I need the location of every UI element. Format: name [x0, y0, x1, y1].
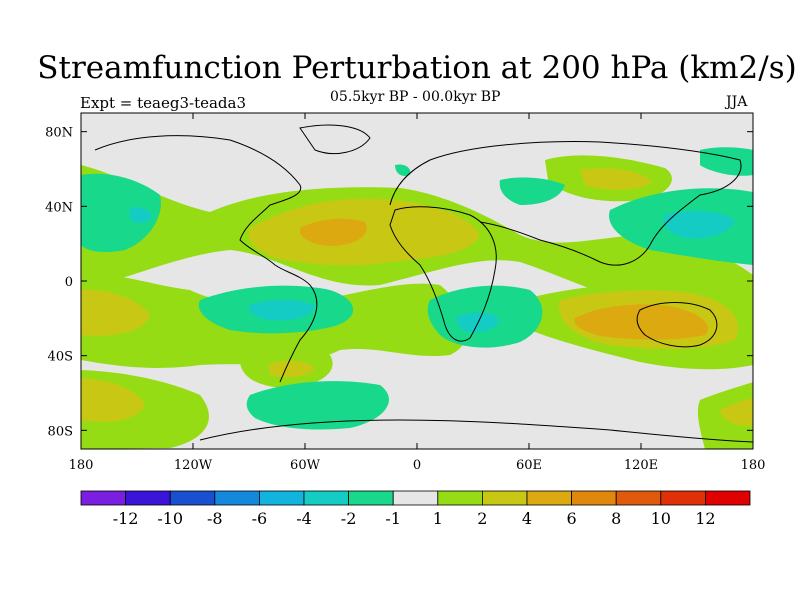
- contour-band: [720, 398, 753, 426]
- y-tick-label: 40S: [48, 350, 73, 365]
- contour-band: [663, 210, 735, 239]
- colorbar-label: 6: [567, 509, 577, 528]
- coastline-americas: [94, 135, 318, 383]
- colorbar-label: -8: [207, 509, 223, 528]
- colorbar-label: -12: [113, 509, 139, 528]
- x-tick-label: 120E: [624, 458, 658, 473]
- x-tick-label: 180: [741, 458, 766, 473]
- colorbar-label: 12: [695, 509, 715, 528]
- colorbar-swatch: [169, 490, 216, 506]
- contour-band: [580, 168, 652, 190]
- colorbar-label: -2: [341, 509, 357, 528]
- season-label: JJA: [726, 94, 748, 110]
- contour-band: [249, 299, 315, 321]
- x-tick-label: 60W: [290, 458, 321, 473]
- y-tick-label: 40N: [45, 200, 73, 215]
- contour-band: [130, 207, 152, 223]
- colorbar-swatch: [705, 490, 751, 506]
- contour-band: [268, 360, 315, 378]
- coastline-africa: [389, 206, 497, 342]
- colorbar-swatch: [125, 490, 171, 506]
- colorbar-swatch: [526, 490, 572, 506]
- coastlines: [94, 124, 753, 443]
- colorbar-label: 2: [477, 509, 487, 528]
- coastline-australia: [636, 302, 718, 348]
- contour-band: [81, 378, 145, 422]
- contour-band: [246, 381, 389, 430]
- colorbar-label: 10: [651, 509, 671, 528]
- contour-band: [81, 289, 150, 336]
- colorbar-swatch: [348, 490, 394, 506]
- colorbar-label: -1: [385, 509, 401, 528]
- experiment-label: Expt = teaeg3-teada3: [80, 94, 247, 112]
- colorbar-swatch: [80, 490, 126, 506]
- colorbar-swatch: [437, 490, 483, 506]
- colorbar-swatch: [392, 490, 439, 506]
- colorbar-swatch: [615, 490, 662, 506]
- colorbar-swatch: [214, 490, 260, 506]
- colorbar-swatch: [660, 490, 706, 506]
- colorbar-label: -6: [252, 509, 268, 528]
- y-tick-label: 0: [65, 275, 73, 290]
- coastline-antarctica: [199, 419, 753, 443]
- contour-band: [299, 218, 367, 246]
- contour-band: [455, 312, 500, 332]
- contour-band: [81, 173, 161, 253]
- colorbar-label: 1: [433, 509, 443, 528]
- colorbar-label: 4: [522, 509, 532, 528]
- plot-title: Streamfunction Perturbation at 200 hPa (…: [37, 50, 797, 86]
- coastline-greenland: [299, 124, 371, 155]
- colorbar-swatch: [303, 490, 349, 506]
- colorbar-label: -10: [157, 509, 183, 528]
- colorbar-label: -4: [296, 509, 312, 528]
- y-axis: 80N 40N 0 40S 80S: [45, 126, 753, 439]
- contour-band: [499, 177, 565, 205]
- plot-subtitle: 05.5kyr BP - 00.0kyr BP: [330, 89, 501, 105]
- x-tick-label: 0: [413, 458, 421, 473]
- colorbar-swatch: [481, 490, 528, 506]
- colorbar-label: 8: [611, 509, 621, 528]
- contour-band: [395, 164, 411, 176]
- x-tick-label: 60E: [516, 458, 542, 473]
- x-axis: 180 120W 60W 0 60E 120E 180: [69, 113, 766, 473]
- contour-band: [574, 304, 709, 340]
- coastline-eurasia: [389, 141, 742, 266]
- contour-field: [81, 147, 753, 449]
- colorbar-swatch: [571, 490, 617, 506]
- y-tick-label: 80S: [48, 424, 73, 439]
- x-tick-label: 120W: [174, 458, 213, 473]
- colorbar-swatch: [258, 490, 305, 506]
- y-tick-label: 80N: [45, 126, 73, 141]
- x-tick-label: 180: [69, 458, 94, 473]
